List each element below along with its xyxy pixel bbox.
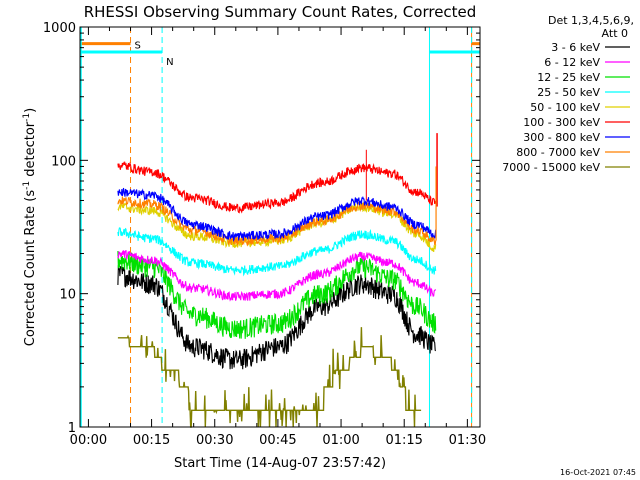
x-tick-label: 00:30 xyxy=(196,433,233,448)
series-3-6-kev xyxy=(117,265,437,370)
legend-header-line-1: Det 1,3,4,5,6,9, xyxy=(548,14,634,27)
series-trace xyxy=(117,265,437,370)
x-tick-label: 01:15 xyxy=(385,433,422,448)
legend-entry-label: 300 - 800 keV xyxy=(523,131,600,144)
series-25-50-kev xyxy=(117,227,437,277)
x-axis-label: Start Time (14-Aug-07 23:57:42) xyxy=(174,456,386,471)
y-tick-label: 100 xyxy=(51,154,76,169)
x-tick-label: 01:30 xyxy=(449,433,486,448)
series-12-25-kev xyxy=(117,250,437,339)
series-trace xyxy=(117,202,437,252)
y-axis-label: Corrected Count Rate (s-1 detector-1) xyxy=(22,108,38,346)
x-tick-label: 01:00 xyxy=(322,433,359,448)
series-100-300-kev xyxy=(117,161,437,214)
legend-entry-label: 3 - 6 keV xyxy=(551,41,600,54)
legend-entry-label: 7000 - 15000 keV xyxy=(502,161,600,174)
legend: Det 1,3,4,5,6,9,Att 03 - 6 keV 6 - 12 keV… xyxy=(502,14,634,174)
legend-entry-label: 25 - 50 keV xyxy=(537,86,600,99)
series-trace xyxy=(117,161,437,214)
legend-entry-label: 100 - 300 keV xyxy=(523,116,600,129)
x-tick-label: 00:15 xyxy=(133,433,170,448)
legend-entry-label: 800 - 7000 keV xyxy=(516,146,600,159)
flag-label-N: N xyxy=(166,57,173,68)
plot-frame xyxy=(79,26,481,428)
series-trace xyxy=(117,249,437,302)
series-300-800-kev xyxy=(117,187,437,243)
series-layer xyxy=(117,133,438,428)
legend-header-line-2: Att 0 xyxy=(602,27,628,40)
legend-entry-label: 12 - 25 keV xyxy=(537,71,600,84)
chart-title: RHESSI Observing Summary Count Rates, Co… xyxy=(84,3,477,21)
y-tick-label: 1000 xyxy=(43,21,76,36)
series-50-100-kev xyxy=(117,202,437,252)
y-tick-label: 1 xyxy=(68,421,76,436)
series-trace xyxy=(117,327,422,428)
series-7000-15000-kev xyxy=(117,327,422,428)
x-tick-label: 00:45 xyxy=(259,433,296,448)
x-tick-label: 00:00 xyxy=(70,433,107,448)
legend-entry-label: 50 - 100 keV xyxy=(530,101,600,114)
axes-layer: 1 10 100 1000 00:00 00:15 00:30 00:45 01:00 01:15… xyxy=(43,21,486,448)
legend-entry-label: 6 - 12 keV xyxy=(544,56,600,69)
flags-layer: SN xyxy=(80,27,480,427)
y-tick-label: 10 xyxy=(59,288,76,303)
series-6-12-kev xyxy=(117,249,437,302)
series-trace xyxy=(117,227,437,277)
series-trace xyxy=(117,250,437,339)
series-trace xyxy=(117,187,437,243)
render-timestamp: 16-Oct-2021 07:45 xyxy=(560,468,636,477)
flag-label-S: S xyxy=(135,41,141,52)
